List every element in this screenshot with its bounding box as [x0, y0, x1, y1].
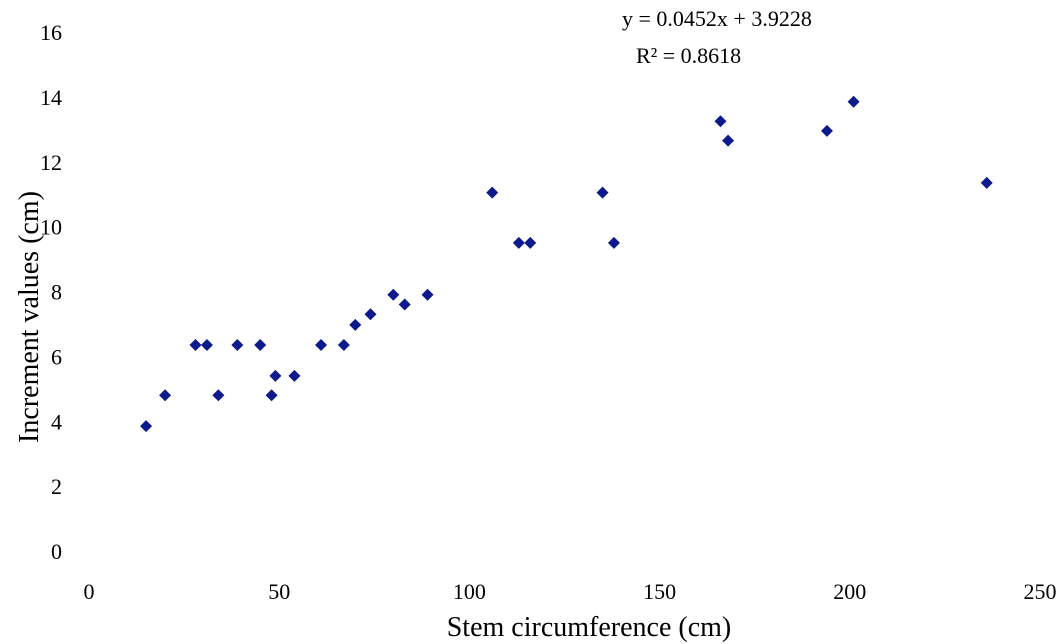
- x-tick-label: 200: [833, 579, 866, 604]
- data-point: [820, 124, 833, 137]
- data-point: [212, 389, 225, 402]
- y-axis-title: Increment values (cm): [14, 191, 45, 443]
- x-tick-label: 100: [453, 579, 486, 604]
- data-point: [200, 339, 213, 352]
- data-point: [269, 369, 282, 382]
- y-axis-ticks: 0 2 4 6 8 10 12 14 16: [40, 20, 62, 564]
- x-axis-title: Stem circumference (cm): [447, 612, 732, 643]
- x-tick-label: 250: [1024, 579, 1057, 604]
- y-tick-label: 16: [40, 20, 62, 45]
- data-point: [980, 176, 993, 189]
- data-point: [847, 95, 860, 108]
- data-point: [486, 186, 499, 199]
- y-tick-label: 6: [51, 344, 62, 369]
- data-point: [254, 339, 267, 352]
- x-tick-label: 150: [643, 579, 676, 604]
- data-point: [524, 236, 537, 249]
- data-point: [315, 339, 328, 352]
- data-point: [421, 288, 434, 301]
- y-tick-label: 0: [51, 539, 62, 564]
- x-tick-label: 50: [268, 579, 290, 604]
- y-tick-label: 4: [51, 409, 62, 434]
- data-point: [596, 186, 609, 199]
- y-tick-label: 10: [40, 215, 62, 240]
- y-tick-label: 8: [51, 280, 62, 305]
- data-point: [265, 389, 278, 402]
- trendline-r-squared: R² = 0.8618: [636, 43, 741, 68]
- data-point: [722, 134, 735, 147]
- data-point: [159, 389, 172, 402]
- data-point: [231, 339, 244, 352]
- y-tick-label: 14: [40, 85, 62, 110]
- data-point: [714, 115, 727, 128]
- y-tick-label: 12: [40, 150, 62, 175]
- data-point: [349, 318, 362, 331]
- y-tick-label: 2: [51, 474, 62, 499]
- data-point: [337, 339, 350, 352]
- data-points: [140, 95, 993, 433]
- data-point: [512, 236, 525, 249]
- data-point: [398, 298, 411, 311]
- x-axis-ticks: 0 50 100 150 200 250: [84, 579, 1057, 604]
- data-point: [288, 369, 301, 382]
- data-point: [387, 288, 400, 301]
- data-point: [607, 236, 620, 249]
- data-point: [364, 308, 377, 321]
- data-point: [140, 420, 153, 433]
- data-point: [189, 339, 202, 352]
- x-tick-label: 0: [84, 579, 95, 604]
- trendline-equation: y = 0.0452x + 3.9228: [622, 6, 812, 31]
